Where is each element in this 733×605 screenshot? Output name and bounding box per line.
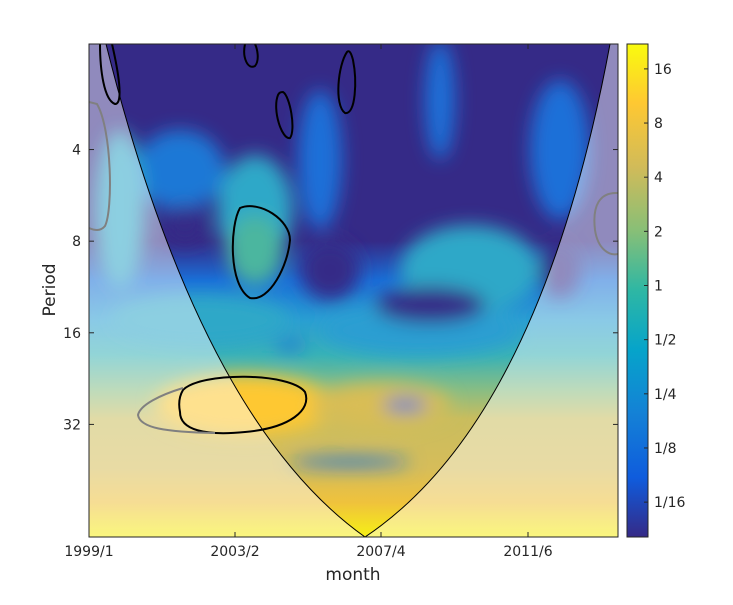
plot-frame: [88, 43, 619, 538]
x-axis: 1999/1 2003/2 2007/4 2011/6: [64, 44, 553, 560]
colorbar-tick-label: 1/8: [654, 441, 677, 457]
x-axis-title: month: [325, 565, 380, 585]
y-tick-label: 8: [72, 234, 81, 250]
colorbar-ticks: 16 8 4 2 1 1/2 1/4 1/8 1/16: [644, 62, 686, 511]
edge-contour: [136, 387, 216, 434]
colorbar-tick-label: 16: [654, 62, 672, 78]
significance-contour: [337, 50, 357, 114]
x-tick-label: 2003/2: [210, 544, 259, 560]
y-axis: 4 8 16 32: [63, 143, 618, 433]
edge-contour: [593, 191, 618, 256]
colorbar-tick-label: 1/2: [654, 333, 677, 349]
coi-shade: [89, 44, 365, 537]
y-tick-label: 32: [63, 417, 81, 433]
y-tick-label: 4: [72, 143, 81, 159]
coi-shade-right: [365, 44, 618, 537]
heatmap-area: [89, 44, 618, 537]
y-tick-label: 16: [63, 326, 81, 342]
coi-line: [105, 44, 611, 537]
colorbar-tick-label: 1/4: [654, 387, 677, 403]
edge-contour: [89, 101, 111, 231]
colorbar-tick-label: 1: [654, 279, 663, 295]
significance-contour: [178, 375, 308, 435]
x-tick-label: 1999/1: [64, 544, 113, 560]
colorbar-tick-label: 2: [654, 224, 663, 240]
significance-contour: [231, 205, 292, 300]
significance-contour: [275, 90, 294, 139]
x-tick-label: 2011/6: [503, 544, 552, 560]
significance-contour: [99, 44, 121, 106]
colorbar-tick-label: 1/16: [654, 495, 686, 511]
x-tick-label: 2007/4: [356, 544, 405, 560]
colorbar-tick-label: 4: [654, 170, 663, 186]
y-axis-title: Period: [40, 263, 60, 316]
significance-contour: [243, 44, 259, 68]
colorbar: [626, 43, 649, 538]
colorbar-tick-label: 8: [654, 116, 663, 132]
